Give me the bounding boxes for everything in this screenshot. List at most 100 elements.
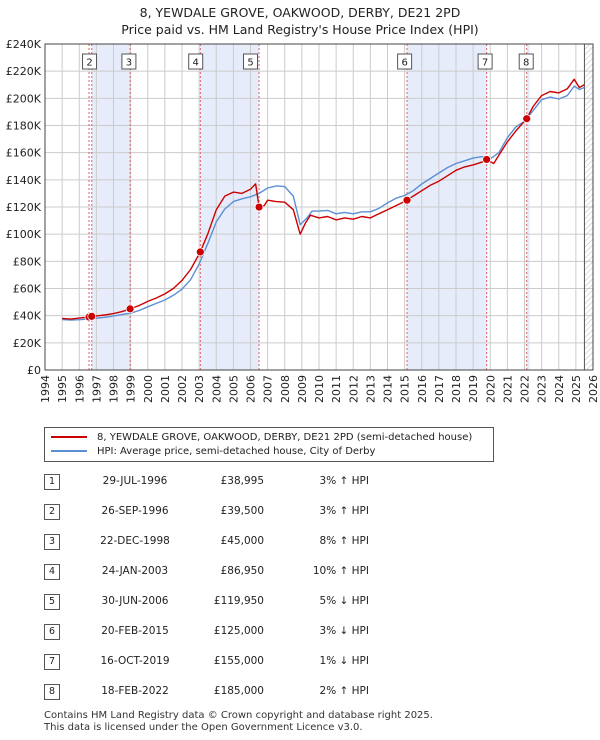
x-tick-label: 2004	[210, 375, 223, 403]
sale-number-badge: 7	[44, 654, 60, 670]
footer-licence: This data is licensed under the Open Gov…	[44, 722, 363, 733]
x-tick-label: 1995	[56, 375, 69, 403]
sale-marker-2	[87, 311, 97, 321]
property-price-line	[62, 78, 585, 320]
sale-price: £185,000	[213, 685, 264, 697]
sale-price: £86,950	[220, 565, 264, 577]
sale-number-badge: 2	[44, 504, 60, 520]
marker-label-box-2	[82, 53, 98, 70]
x-tick-label: 2016	[416, 375, 429, 403]
x-tick-label: 2015	[399, 375, 412, 403]
chart-legend: 8, YEWDALE GROVE, OAKWOOD, DERBY, DE21 2…	[44, 427, 494, 462]
sale-marker-3	[125, 304, 135, 314]
sale-date: 22-DEC-1998	[100, 535, 170, 547]
y-tick-label: £40K	[13, 310, 42, 323]
sale-date: 30-JUN-2006	[101, 595, 169, 607]
x-tick-label: 2002	[176, 375, 189, 403]
x-tick-label: 2020	[484, 375, 497, 403]
marker-label-6: 6	[401, 58, 407, 69]
marker-label-3: 3	[126, 58, 132, 69]
x-tick-label: 2011	[330, 375, 343, 403]
x-tick-label: 2005	[227, 375, 240, 403]
chart-title-line1: 8, YEWDALE GROVE, OAKWOOD, DERBY, DE21 2…	[139, 5, 461, 20]
sale-date: 16-OCT-2019	[100, 655, 170, 667]
x-tick-label: 2014	[382, 375, 395, 403]
sale-marker-7	[482, 155, 492, 164]
legend-label-hpi: HPI: Average price, semi-detached house,…	[97, 446, 376, 457]
table-row: 7 16-OCT-2019 £155,000 1% ↓ HPI	[44, 651, 464, 671]
y-tick-label: £160K	[6, 147, 42, 160]
x-tick-label: 1999	[125, 375, 138, 403]
sale-number-badge: 6	[44, 624, 60, 640]
x-tick-label: 1998	[108, 375, 121, 403]
x-tick-label: 2023	[536, 375, 549, 403]
x-tick-label: 2000	[142, 375, 155, 403]
sale-number-badge: 4	[44, 564, 60, 580]
sale-marker-5	[254, 202, 264, 212]
legend-label-property: 8, YEWDALE GROVE, OAKWOOD, DERBY, DE21 2…	[97, 432, 473, 443]
marker-label-8: 8	[523, 58, 529, 69]
x-tick-label: 2003	[193, 375, 206, 403]
sale-hpi-change: 8% ↑ HPI	[319, 535, 369, 547]
y-tick-label: £200K	[6, 92, 42, 105]
sale-hpi-change: 5% ↓ HPI	[319, 595, 369, 607]
sale-price: £45,000	[220, 535, 264, 547]
footer: Contains HM Land Registry data © Crown c…	[44, 710, 433, 734]
x-tick-label: 2021	[501, 375, 514, 403]
x-tick-label: 1994	[39, 375, 52, 403]
x-tick-label: 2008	[279, 375, 292, 403]
x-tick-label: 2024	[553, 375, 566, 403]
legend-item-property: 8, YEWDALE GROVE, OAKWOOD, DERBY, DE21 2…	[51, 431, 472, 445]
x-tick-label: 2018	[450, 375, 463, 403]
x-tick-label: 2012	[347, 375, 360, 403]
footer-copyright: Contains HM Land Registry data © Crown c…	[44, 710, 433, 721]
sale-hpi-change: 2% ↑ HPI	[319, 685, 369, 697]
sale-date: 18-FEB-2022	[101, 685, 169, 697]
sale-date: 29-JUL-1996	[102, 475, 168, 487]
x-tick-label: 2009	[296, 375, 309, 403]
sale-hpi-change: 3% ↑ HPI	[319, 505, 369, 517]
legend-swatch-hpi	[51, 450, 87, 452]
x-tick-label: 2022	[519, 375, 532, 403]
y-tick-label: £140K	[6, 174, 42, 187]
sale-marker-6	[402, 195, 412, 205]
y-tick-label: £60K	[13, 283, 42, 296]
x-tick-label: 2010	[313, 375, 326, 403]
y-tick-label: £220K	[6, 65, 42, 78]
marker-label-box-3	[121, 53, 137, 70]
table-row: 6 20-FEB-2015 £125,000 3% ↓ HPI	[44, 621, 464, 641]
marker-label-5: 5	[247, 58, 253, 69]
sale-price: £119,950	[213, 595, 264, 607]
marker-label-box-8	[518, 53, 534, 70]
y-tick-label: £0	[27, 364, 41, 377]
marker-label-box-7	[477, 53, 493, 70]
x-tick-label: 2017	[433, 375, 446, 403]
sale-hpi-change: 3% ↑ HPI	[319, 475, 369, 487]
table-row: 3 22-DEC-1998 £45,000 8% ↑ HPI	[44, 531, 464, 551]
sale-date: 20-FEB-2015	[101, 625, 169, 637]
y-tick-label: £120K	[6, 201, 42, 214]
marker-label-4: 4	[193, 58, 199, 69]
x-tick-label: 2019	[467, 375, 480, 403]
future-hatch-region	[584, 44, 593, 370]
x-tick-label: 1996	[73, 375, 86, 403]
sale-number-badge: 3	[44, 534, 60, 550]
legend-swatch-property	[51, 436, 87, 438]
sale-marker-4	[195, 247, 205, 257]
sale-date: 26-SEP-1996	[101, 505, 169, 517]
y-tick-label: £180K	[6, 120, 42, 133]
marker-label-box-4	[188, 53, 204, 70]
legend-item-hpi: HPI: Average price, semi-detached house,…	[51, 445, 375, 459]
y-tick-label: £100K	[6, 228, 42, 241]
x-tick-label: 2007	[262, 375, 275, 403]
x-tick-label: 2006	[245, 375, 258, 403]
sale-date: 24-JAN-2003	[101, 565, 169, 577]
marker-label-2: 2	[86, 58, 92, 69]
y-tick-label: £240K	[6, 38, 42, 51]
chart-title: 8, YEWDALE GROVE, OAKWOOD, DERBY, DE21 2…	[0, 4, 600, 38]
sale-hpi-change: 10% ↑ HPI	[312, 565, 369, 577]
x-tick-label: 2026	[587, 375, 600, 403]
sale-marker-8	[522, 114, 532, 124]
marker-label-7: 7	[482, 58, 488, 69]
x-tick-label: 2001	[159, 375, 172, 403]
